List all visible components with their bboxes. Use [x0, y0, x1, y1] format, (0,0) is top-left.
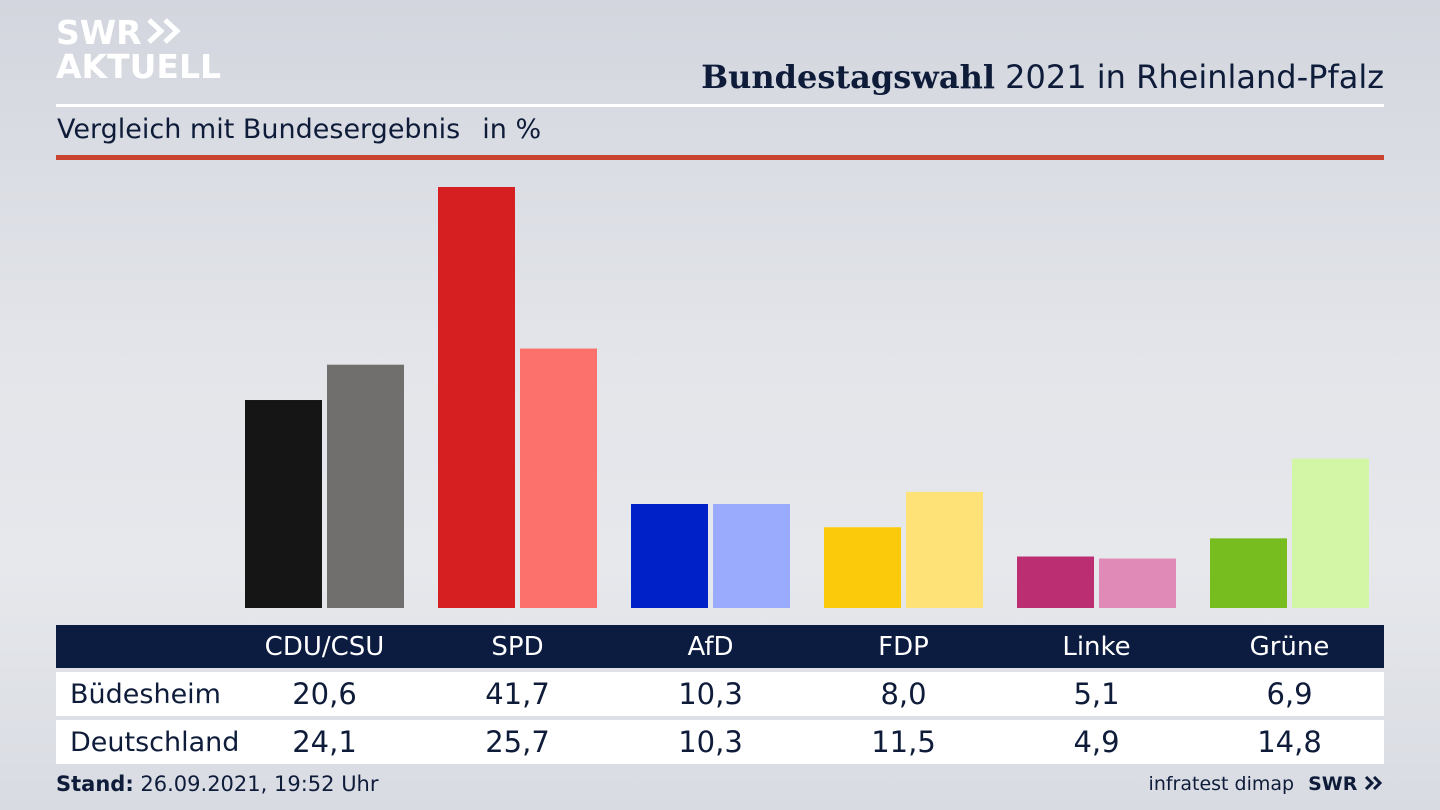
source-text: infratest dimap [1148, 773, 1295, 795]
unit-label: in % [482, 114, 542, 145]
table-cell: 5,1 [1073, 677, 1120, 711]
bar-cdu-csu-national [327, 364, 404, 608]
footer-swr-logo: SWR [1308, 773, 1384, 795]
bar-spd-local [438, 187, 515, 608]
table-cell: 20,6 [292, 677, 357, 711]
row-label: Deutschland [70, 726, 240, 758]
table-row: Deutschland 24,1 25,7 10,3 11,5 4,9 14,8 [56, 720, 1384, 764]
bar-gr-ne-national [1292, 458, 1369, 608]
bar-linke-local [1017, 556, 1094, 608]
table-cell: 25,7 [485, 725, 550, 759]
bar-afd-national [713, 504, 790, 608]
footer-chevrons-icon [1364, 775, 1383, 791]
swr-aktuell-logo: SWR AKTUELL [56, 16, 221, 84]
bar-gr-ne-local [1210, 538, 1287, 608]
footer-swr-text: SWR [1308, 773, 1358, 795]
column-header: AfD [687, 631, 734, 662]
bar-linke-national [1099, 558, 1176, 608]
table-cell: 24,1 [292, 725, 357, 759]
table-cell: 14,8 [1257, 725, 1322, 759]
timestamp: Stand: 26.09.2021, 19:52 Uhr [56, 772, 379, 796]
logo-swr-text: SWR [56, 13, 142, 52]
column-header: CDU/CSU [264, 631, 385, 662]
logo-chevrons-icon [146, 16, 186, 50]
page-title: Bundestagswahl 2021 in Rheinland-Pfalz [701, 58, 1384, 96]
accent-rule [56, 155, 1384, 160]
title-rest: 2021 in Rheinland-Pfalz [1005, 58, 1384, 96]
table-cell: 11,5 [871, 725, 936, 759]
bar-chart [245, 187, 1369, 608]
stand-value: 26.09.2021, 19:52 Uhr [140, 772, 379, 796]
column-header: Grüne [1249, 631, 1330, 662]
table-cell: 4,9 [1073, 725, 1120, 759]
row-label: Büdesheim [70, 678, 221, 710]
column-header: FDP [878, 631, 929, 662]
source-credit: infratest dimap SWR [1149, 773, 1384, 795]
subtitle-text: Vergleich mit Bundesergebnis [57, 114, 461, 145]
logo-aktuell-text: AKTUELL [56, 47, 222, 86]
table-row: Büdesheim 20,6 41,7 10,3 8,0 5,1 6,9 [56, 672, 1384, 716]
header-divider [56, 104, 1384, 107]
table-cell: 10,3 [678, 725, 743, 759]
table-cell: 10,3 [678, 677, 743, 711]
title-bold: Bundestagswahl [701, 58, 995, 96]
stand-label: Stand: [56, 772, 134, 796]
table-cell: 8,0 [880, 677, 927, 711]
bar-cdu-csu-local [245, 400, 322, 608]
bar-spd-national [520, 348, 597, 608]
column-header: SPD [491, 631, 544, 662]
bar-afd-local [631, 504, 708, 608]
table-header: CDU/CSU SPD AfD FDP Linke Grüne [56, 625, 1384, 668]
bar-fdp-national [906, 491, 983, 608]
table-cell: 41,7 [485, 677, 550, 711]
results-table: CDU/CSU SPD AfD FDP Linke Grüne Büdesheim 20,… [56, 625, 1384, 764]
table-cell: 6,9 [1266, 677, 1313, 711]
subtitle: Vergleich mit Bundesergebnis in % [57, 114, 541, 145]
column-header: Linke [1062, 631, 1131, 662]
bar-fdp-local [824, 527, 901, 608]
